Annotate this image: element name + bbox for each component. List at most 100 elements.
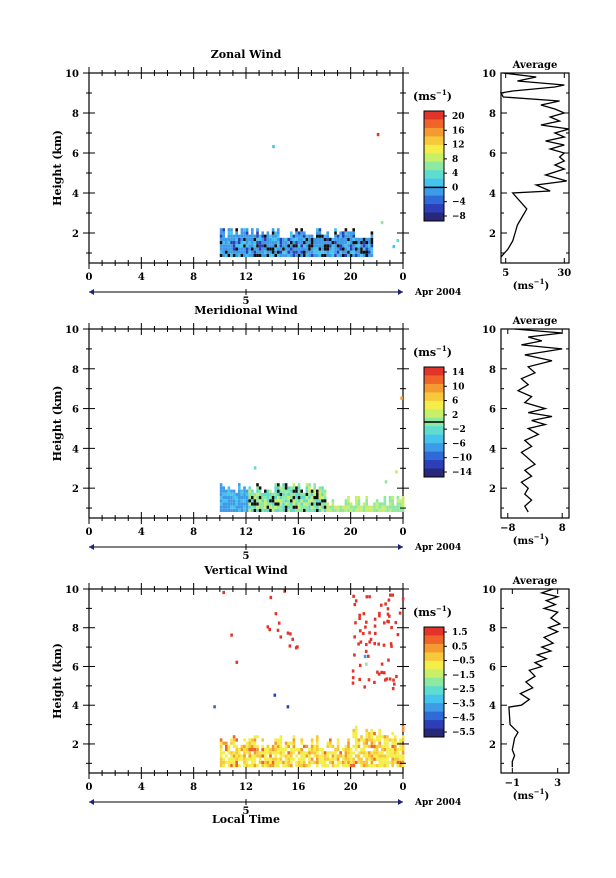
heatmap-cell [352,751,355,755]
heatmap-cell [313,508,316,512]
heatmap-cell [336,757,340,761]
heatmap-cell [232,247,236,251]
heatmap-cell [357,757,361,761]
heatmap-cell [287,502,290,506]
heatmap-cell [358,677,361,681]
heatmap-cell [256,508,259,512]
heatmap-cell [264,489,267,493]
heatmap-cell [390,644,393,648]
heatmap-cell [279,735,283,739]
heatmap-cell [355,738,358,742]
heatmap-cell [308,496,311,500]
heatmap-cell [381,748,384,752]
heatmap-cell [232,508,236,512]
heatmap-cell [362,502,366,506]
heatmap-cell [243,744,246,748]
heatmap-cell [401,597,405,601]
colorbar-tick-label: −3.5 [452,699,475,709]
heatmap-cell [261,760,264,764]
heatmap-cell [391,741,394,745]
heatmap-cell [382,643,386,647]
heatmap-cell [321,496,324,500]
heatmap-cell [326,241,329,245]
heatmap-cell [334,764,337,768]
heatmap-cell [308,237,311,241]
heatmap-cell [243,234,246,238]
heatmap-cell [274,757,277,761]
heatmap-cell [303,502,306,506]
heatmap-cell [316,760,319,764]
heatmap-cell [297,492,301,496]
heatmap-cell [391,499,394,503]
heatmap-cell [391,757,394,761]
heatmap-cell [310,757,314,761]
heatmap-cell [295,748,298,752]
heatmap-cell [313,760,316,764]
heatmap-cell [339,247,342,251]
heatmap-cell [344,499,348,503]
heatmap-cell [401,738,405,742]
heatmap-cell [313,247,316,251]
y-tick-label: 10 [65,325,79,336]
average-y-tick-label: 4 [489,444,496,455]
heatmap-cell [238,253,241,257]
heatmap-cell [292,492,296,496]
heatmap-cell [381,508,384,512]
heatmap-cell [352,728,355,732]
heatmap-cell [313,250,316,254]
heatmap-cell [387,598,391,602]
heatmap-cell [277,757,280,761]
heatmap-cell [357,241,361,245]
heatmap-cell [384,678,387,682]
colorbar-segment [424,426,444,436]
heatmap-cell [297,505,301,509]
heatmap-cell [287,496,290,500]
heatmap-cell [279,499,283,503]
heatmap-cell [300,489,303,493]
average-x-label: (ms−1) [513,277,549,292]
heatmap-cell [370,231,374,235]
heatmap-cell [232,253,236,257]
average-line [499,72,570,258]
heatmap-cell [240,237,244,241]
heatmap-cell [287,250,290,254]
heatmap-cell [282,754,285,758]
heatmap-cell [396,496,400,500]
heatmap-cell [318,748,322,752]
heatmap-cell [290,250,293,254]
heatmap-cell [300,757,303,761]
heatmap-cell [399,505,402,509]
heatmap-cell [391,502,394,506]
heatmap-cell [248,486,251,490]
heatmap-cell [342,505,345,509]
heatmap-cell [289,632,292,636]
colorbar-segment [424,212,444,222]
heatmap-cell [295,253,298,257]
x-tick-label: 0 [400,272,407,283]
heatmap-cell [264,247,267,251]
heatmap-cell [271,237,275,241]
heatmap-cell [362,751,366,755]
heatmap-cell [290,502,293,506]
heatmap-cell [274,505,277,509]
colorbar-segment [424,195,444,205]
heatmap-cell [401,757,405,761]
heatmap-cell [248,253,251,257]
heatmap-cell [378,760,381,764]
heatmap-cell [313,237,316,241]
average-y-tick-label: 4 [489,701,496,712]
heatmap-cell [355,253,358,257]
heatmap-cell [253,499,257,503]
heatmap-cell [222,486,225,490]
heatmap-cell [313,505,316,509]
heatmap-cell [342,244,345,248]
heatmap-cell [391,754,394,758]
heatmap-cell [245,499,249,503]
heatmap-cell [290,748,293,752]
heatmap-cell [368,237,371,241]
colorbar-segment [424,652,444,662]
heatmap-cell [308,505,311,509]
heatmap-cell [344,234,348,238]
heatmap-cell [339,234,342,238]
heatmap-cell [349,764,353,768]
